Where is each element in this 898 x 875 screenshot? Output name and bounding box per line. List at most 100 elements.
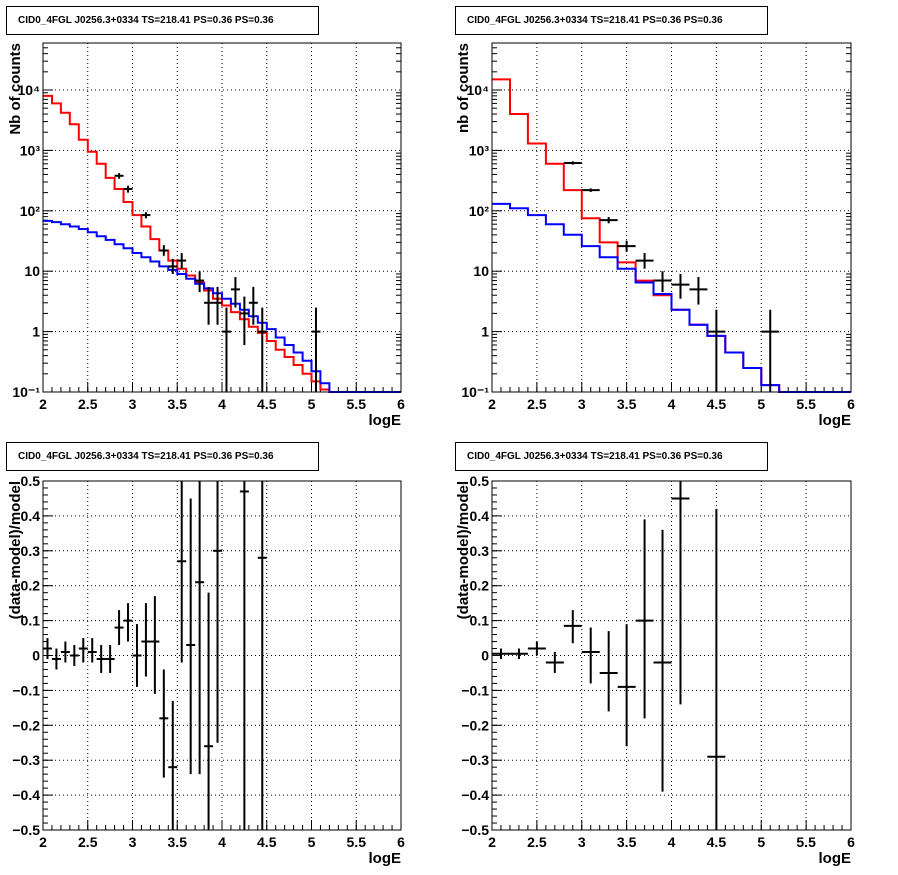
plot-frame [42, 42, 402, 393]
y-tick-label: 10⁴ [467, 82, 490, 98]
plot-frame [491, 480, 852, 831]
x-tick-label: 5 [308, 396, 316, 412]
x-tick-label: 4 [668, 834, 676, 850]
data-point [581, 188, 600, 192]
series-errorbars [492, 481, 726, 830]
data-point [195, 481, 205, 775]
data-point [599, 631, 618, 712]
data-point [653, 271, 672, 293]
x-tick-label: 2 [488, 396, 496, 412]
y-tick-label: 0.5 [470, 473, 490, 489]
chart-panel-4: CID0_4FGL J0256.3+0334 TS=218.41 PS=0.36… [455, 442, 855, 867]
plot-frame [491, 42, 852, 393]
data-point [671, 481, 690, 705]
x-axis-label: logE [369, 412, 402, 429]
data-point [168, 700, 178, 830]
data-point [123, 603, 133, 642]
x-tick-label: 3.5 [168, 396, 188, 412]
data-point [123, 185, 133, 193]
plot-frame [42, 480, 402, 831]
x-tick-label: 4 [218, 834, 226, 850]
data-point [257, 481, 267, 830]
data-point [545, 652, 564, 673]
data-point [230, 277, 240, 308]
x-tick-label: 6 [847, 396, 855, 412]
data-point [168, 258, 178, 274]
data-point [581, 627, 600, 684]
x-tick-label: 3.5 [617, 396, 637, 412]
y-tick-label: 10 [24, 263, 40, 279]
y-tick-label: 1 [481, 324, 489, 340]
y-tick-label: −0.1 [461, 682, 489, 698]
series-errorbars [43, 481, 267, 830]
data-point [653, 529, 672, 792]
x-tick-label: 4 [218, 396, 226, 412]
y-tick-label: 10⁴ [18, 82, 41, 98]
data-point [492, 648, 510, 659]
y-tick-label: −0.4 [12, 787, 40, 803]
data-point [617, 240, 636, 252]
chart-title: CID0_4FGL J0256.3+0334 TS=218.41 PS=0.36… [18, 451, 274, 462]
data-point [159, 245, 169, 256]
data-point [204, 592, 214, 830]
data-point [311, 307, 321, 392]
data-point [248, 286, 258, 325]
y-tick-label: 0.1 [21, 613, 41, 629]
data-point [527, 641, 546, 656]
series-step-2 [492, 202, 851, 393]
data-point [195, 271, 205, 293]
data-point [150, 596, 160, 694]
data-point [635, 253, 654, 269]
y-tick-label: 0 [481, 648, 489, 664]
data-point [177, 481, 187, 663]
data-point [60, 641, 70, 663]
data-point [114, 173, 124, 179]
x-tick-label: 2 [39, 396, 47, 412]
chart-title: CID0_4FGL J0256.3+0334 TS=218.41 PS=0.36… [467, 15, 723, 26]
data-point [689, 277, 708, 305]
x-tick-label: 2.5 [78, 834, 98, 850]
data-point [186, 498, 196, 775]
series-step-1 [43, 94, 401, 393]
y-tick-label: 0.2 [470, 578, 490, 594]
data-point [159, 669, 169, 778]
data-point [141, 603, 151, 677]
title-box [6, 6, 319, 35]
data-point [78, 638, 88, 663]
x-tick-label: 6 [397, 834, 405, 850]
y-tick-label: −0.2 [461, 717, 489, 733]
x-tick-label: 5 [757, 396, 765, 412]
data-point [51, 648, 61, 670]
data-point [87, 638, 97, 663]
y-tick-label: 10 [473, 263, 489, 279]
y-tick-label: 0.1 [470, 613, 490, 629]
data-point [213, 481, 222, 743]
data-point [707, 309, 726, 392]
x-tick-label: 4 [668, 396, 676, 412]
data-point [563, 161, 582, 165]
y-tick-label: 0.4 [470, 508, 490, 524]
x-tick-label: 3.5 [617, 834, 637, 850]
y-tick-label: 10² [20, 203, 41, 219]
x-tick-label: 5.5 [796, 834, 816, 850]
title-box [6, 442, 319, 471]
y-tick-label: 10⁻¹ [12, 384, 40, 400]
y-tick-label: 0.4 [21, 508, 41, 524]
data-point [563, 610, 582, 644]
y-tick-label: −0.5 [12, 822, 40, 838]
chart-title: CID0_4FGL J0256.3+0334 TS=218.41 PS=0.36… [18, 15, 274, 26]
x-tick-label: 2.5 [78, 396, 98, 412]
y-tick-label: 0.2 [21, 578, 41, 594]
data-point [239, 481, 249, 830]
x-tick-label: 4.5 [257, 834, 277, 850]
x-tick-label: 3.5 [168, 834, 188, 850]
x-tick-label: 2 [488, 834, 496, 850]
x-tick-label: 3 [578, 396, 586, 412]
y-tick-label: 10⁻¹ [461, 384, 489, 400]
data-point [105, 645, 115, 673]
data-point [114, 610, 124, 646]
x-tick-label: 5.5 [796, 396, 816, 412]
chart-panel-1: CID0_4FGL J0256.3+0334 TS=218.41 PS=0.36… [6, 6, 405, 429]
x-tick-label: 2 [39, 834, 47, 850]
